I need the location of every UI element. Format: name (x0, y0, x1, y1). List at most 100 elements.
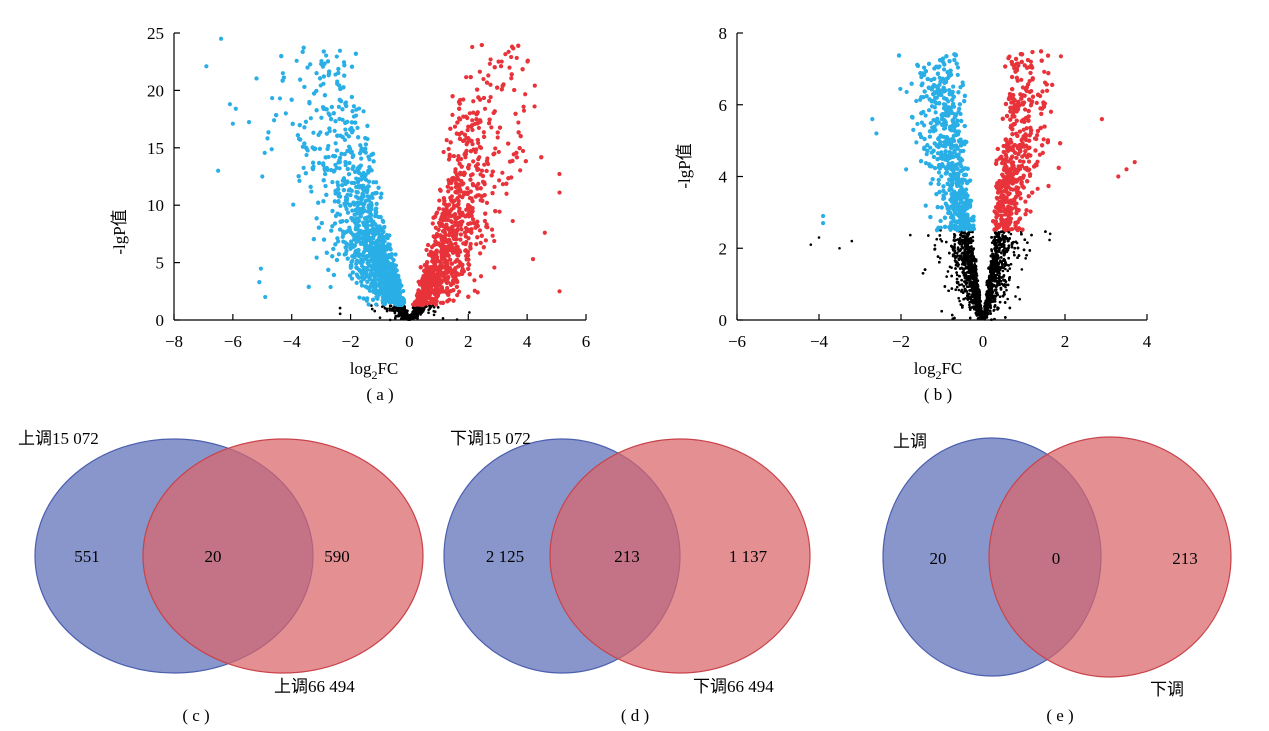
point-up (457, 161, 462, 166)
point-down (332, 128, 337, 133)
point-ns (971, 235, 975, 239)
point-up (470, 118, 475, 123)
point-down (348, 263, 353, 268)
point-down (281, 75, 287, 80)
point-down (380, 218, 385, 223)
point-down (346, 172, 352, 177)
point-up (461, 97, 466, 102)
point-up (426, 291, 431, 296)
point-ns (955, 273, 959, 277)
point-up (432, 250, 438, 255)
point-up (500, 182, 505, 187)
point-down (365, 232, 370, 237)
point-up (450, 176, 455, 181)
point-down (332, 168, 337, 173)
point-down (314, 108, 319, 113)
point-up (465, 140, 470, 145)
point-up (500, 170, 505, 175)
point-up (445, 285, 450, 291)
point-up (424, 247, 429, 253)
point-up (440, 252, 446, 257)
x-axis-label-a: log2FC (350, 359, 399, 382)
point-up (435, 271, 441, 276)
point-up (447, 237, 452, 243)
point-up (466, 294, 471, 299)
point-up (475, 111, 480, 116)
point-down (324, 107, 329, 112)
point-up (448, 267, 453, 272)
point-up (439, 256, 445, 262)
point-up (523, 92, 528, 97)
point-up (439, 214, 444, 219)
point-up (426, 242, 431, 248)
point-down (296, 174, 301, 179)
point-down (325, 59, 331, 64)
point-down (326, 71, 332, 76)
point-down (362, 201, 367, 206)
point-ns (908, 233, 912, 237)
point-down (343, 127, 348, 132)
point-down (376, 185, 381, 190)
point-down (269, 147, 274, 152)
point-up (557, 171, 562, 177)
point-up (489, 227, 495, 232)
point-up (421, 277, 426, 282)
point-down (374, 302, 379, 307)
point-up (442, 230, 447, 235)
point-down (254, 76, 259, 81)
point-down (358, 260, 363, 265)
point-up (492, 65, 497, 70)
point-down (328, 284, 333, 290)
point-down (351, 104, 356, 109)
point-down (389, 296, 394, 301)
point-down (348, 246, 353, 251)
point-ns (428, 305, 432, 309)
point-up (441, 196, 446, 201)
point-up (424, 273, 429, 278)
point-up (434, 241, 439, 247)
point-up (484, 168, 489, 174)
point-up (542, 230, 547, 235)
point-ns (990, 241, 994, 245)
point-down (311, 130, 316, 135)
point-up (448, 126, 453, 131)
point-up (454, 236, 459, 242)
point-down (392, 271, 398, 276)
point-down (343, 160, 348, 165)
point-down (311, 236, 316, 242)
point-down (371, 159, 376, 164)
point-down (382, 275, 387, 280)
point-down (310, 166, 315, 171)
point-up (480, 173, 486, 179)
point-down (353, 220, 358, 225)
point-down (324, 192, 329, 197)
point-up (466, 266, 471, 271)
point-up (557, 190, 562, 195)
point-down (377, 291, 382, 296)
point-down (369, 203, 374, 208)
point-up (417, 297, 422, 302)
point-up (479, 42, 484, 48)
point-up (462, 170, 467, 175)
x-tick-label: −8 (165, 332, 183, 351)
point-up (432, 235, 438, 240)
point-down (332, 154, 338, 159)
point-down (344, 206, 349, 212)
point-down (353, 251, 358, 256)
point-down (370, 297, 376, 302)
point-down (401, 296, 406, 301)
point-down (342, 201, 347, 206)
point-down (350, 258, 355, 264)
point-up (444, 269, 450, 274)
point-down (392, 263, 397, 268)
point-ns (432, 305, 436, 309)
point-up (439, 270, 444, 275)
point-up (445, 244, 451, 249)
point-up (516, 130, 521, 135)
point-up (428, 280, 433, 285)
point-down (322, 93, 328, 98)
point-ns (998, 295, 1002, 298)
point-up (466, 205, 471, 210)
point-down (345, 148, 350, 154)
